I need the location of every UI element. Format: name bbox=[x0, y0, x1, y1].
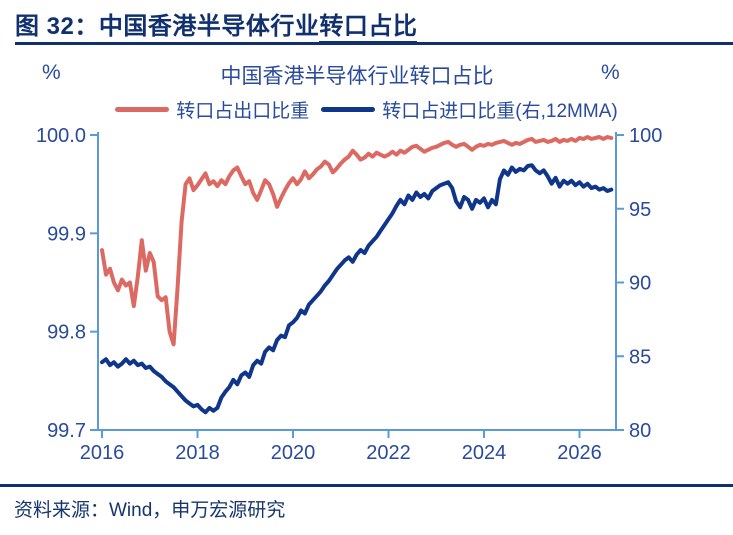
legend-item-export-share: 转口占出口比重 bbox=[115, 96, 309, 123]
x-axis-tick-label: 2022 bbox=[366, 442, 411, 464]
left-axis-tick-label: 99.7 bbox=[47, 420, 86, 442]
chart-title: 中国香港半导体行业转口占比 bbox=[220, 65, 494, 88]
legend-item-import-share: 转口占进口比重(右,12MMA) bbox=[321, 96, 618, 123]
source-note: 资料来源：Wind，申万宏源研究 bbox=[14, 500, 286, 521]
x-axis-tick-label: 2018 bbox=[175, 442, 220, 464]
chart-legend: 转口占出口比重 转口占进口比重(右,12MMA) bbox=[0, 96, 733, 123]
legend-swatch-import bbox=[321, 107, 376, 112]
right-axis-tick-label: 90 bbox=[629, 273, 651, 295]
right-axis-tick-label: 85 bbox=[629, 346, 651, 368]
left-axis-tick-label: 99.8 bbox=[47, 322, 86, 344]
legend-label-import: 转口占进口比重(右,12MMA) bbox=[382, 101, 618, 122]
right-axis-tick-label: 80 bbox=[629, 420, 651, 442]
x-axis-tick-label: 2026 bbox=[557, 442, 602, 464]
figure-header: 图 32：中国香港半导体行业转口占比 bbox=[15, 6, 418, 43]
legend-swatch-export bbox=[115, 107, 170, 112]
figure-header-underlined-text: 转口占比 bbox=[319, 13, 418, 43]
footer-divider bbox=[0, 484, 733, 487]
series-line-import-share bbox=[100, 163, 614, 415]
left-axis-tick-label: 100.0 bbox=[36, 125, 86, 147]
left-axis-unit: % bbox=[42, 61, 61, 84]
x-axis-tick-label: 2024 bbox=[462, 442, 507, 464]
right-axis-unit: % bbox=[601, 61, 620, 84]
x-axis-tick-label: 2016 bbox=[80, 442, 125, 464]
left-axis-tick-label: 99.9 bbox=[47, 223, 86, 245]
figure-header-text: 图 32：中国香港半导体行业 bbox=[15, 13, 320, 40]
right-axis-tick-label: 100 bbox=[629, 125, 662, 147]
header-divider bbox=[15, 42, 733, 45]
series-line-export-share bbox=[100, 135, 614, 347]
right-axis-tick-label: 95 bbox=[629, 199, 651, 221]
x-axis-tick-label: 2020 bbox=[271, 442, 316, 464]
legend-label-export: 转口占出口比重 bbox=[176, 101, 310, 122]
